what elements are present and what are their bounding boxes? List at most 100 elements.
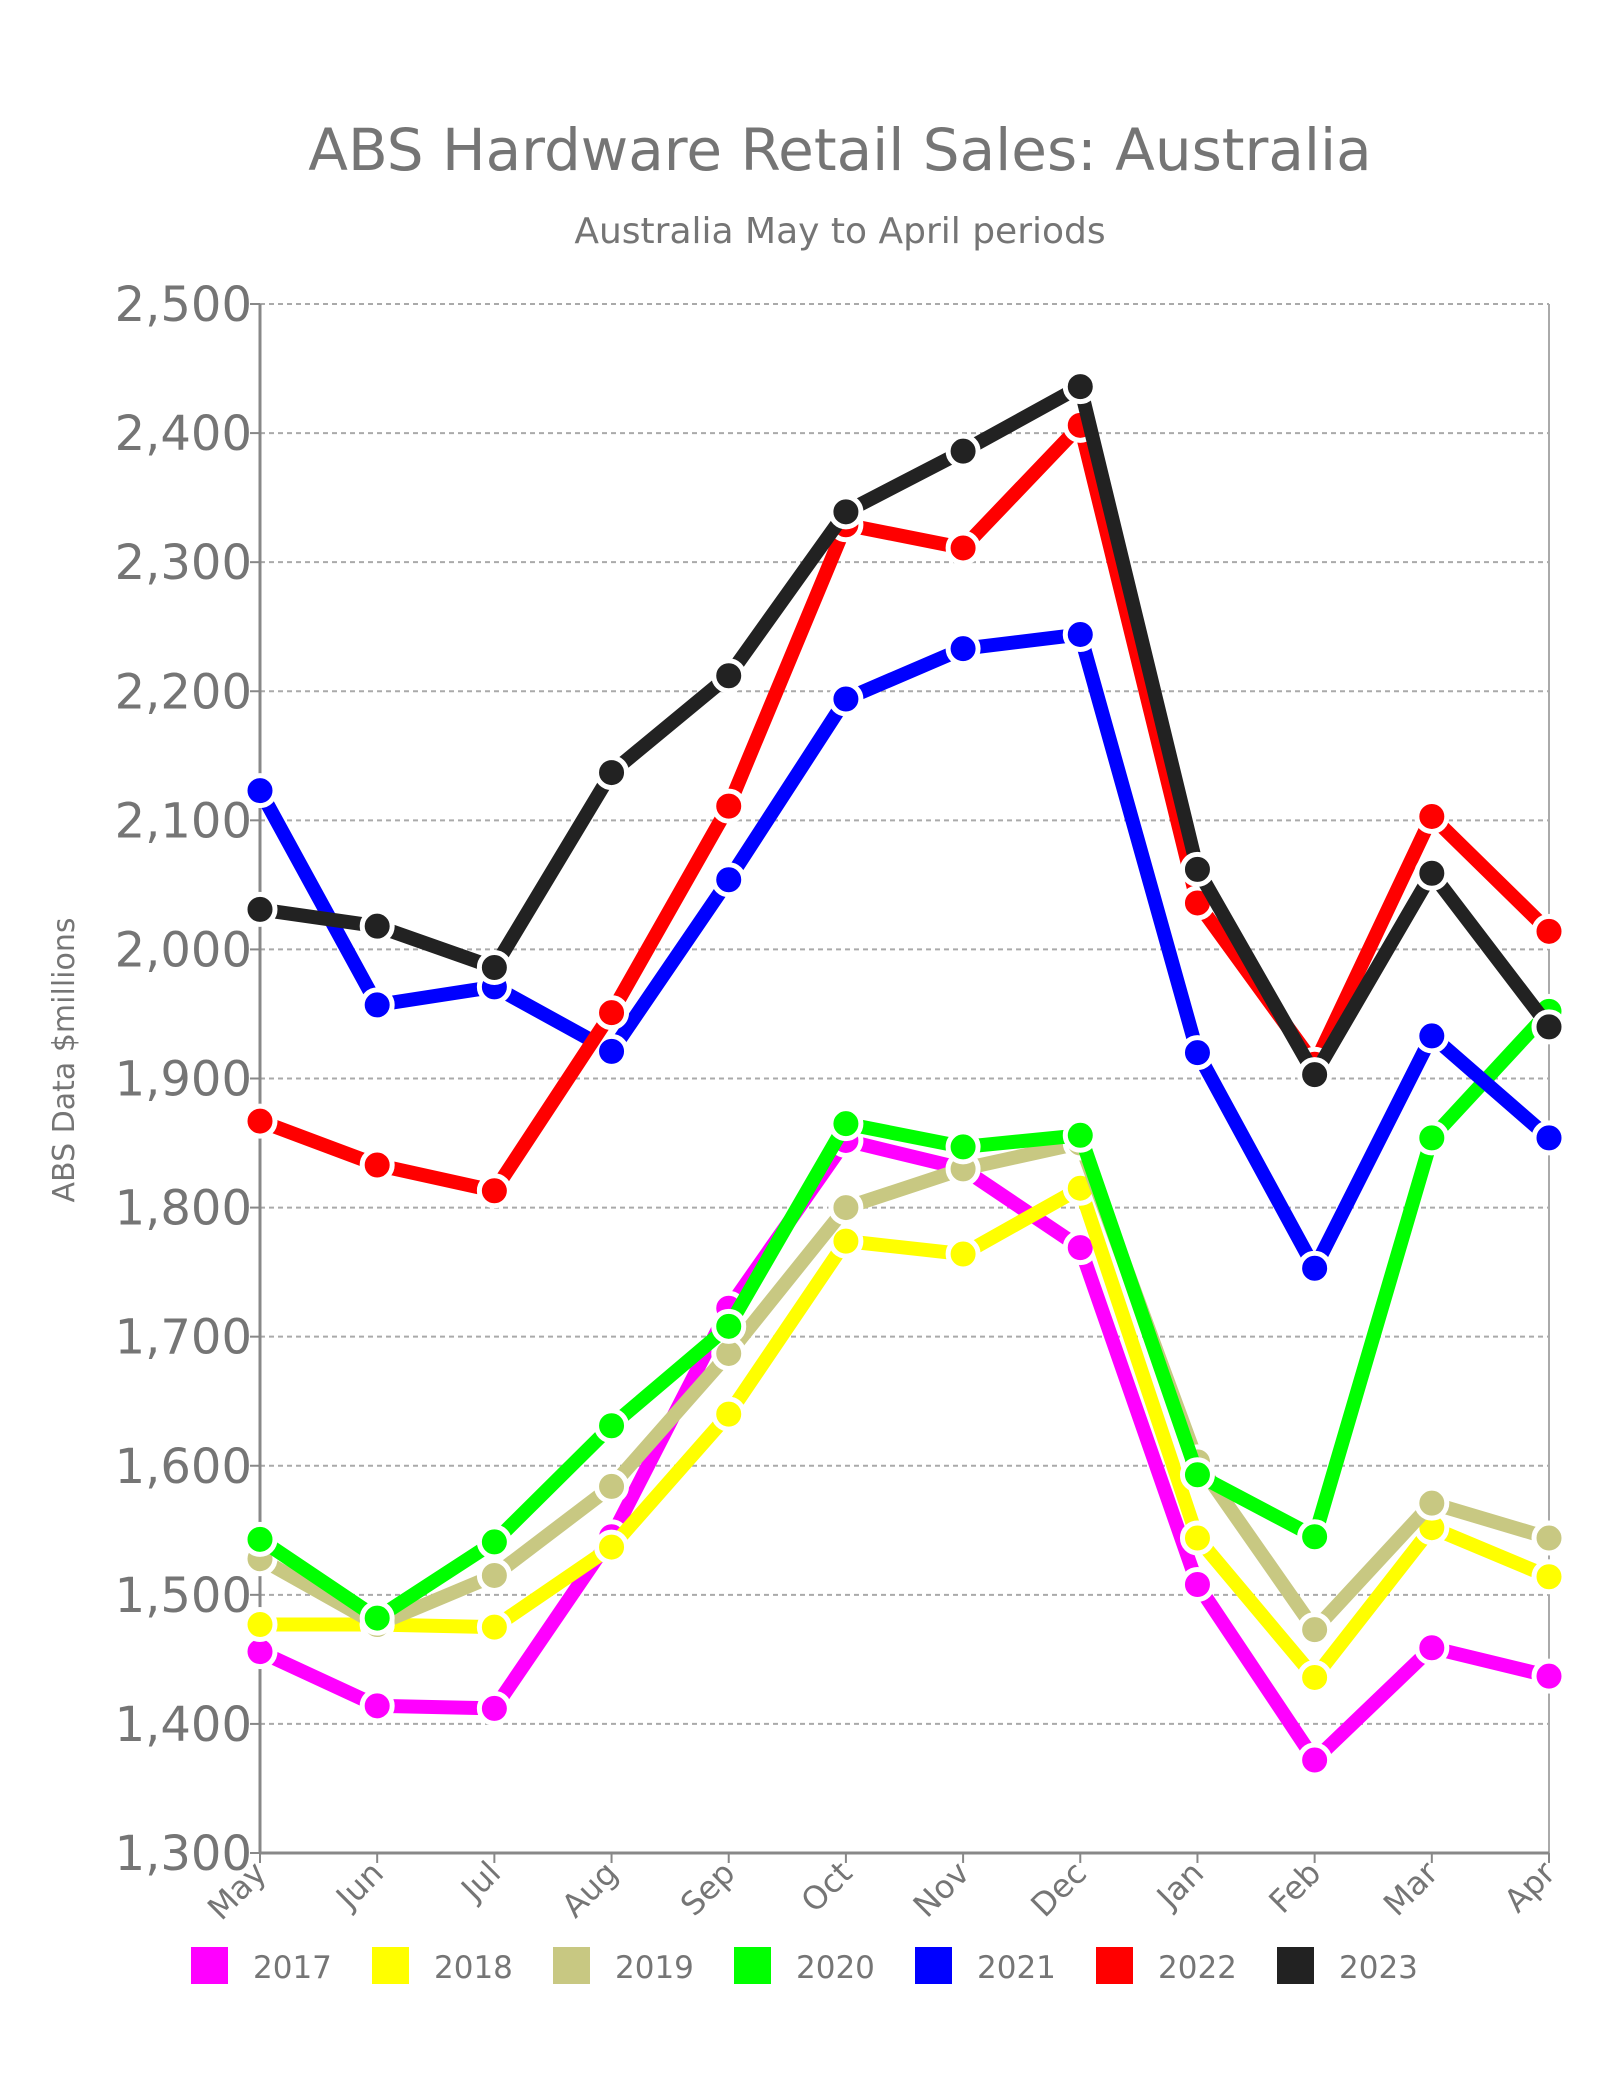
x-tick-label: Jul — [452, 1854, 508, 1910]
x-tick-label: Aug — [554, 1854, 625, 1925]
series-line-2023 — [259, 379, 1555, 1082]
legend-item-2022: 2022 — [1096, 1947, 1237, 1986]
data-point-2017 — [1179, 1567, 1215, 1603]
data-point-2019 — [1414, 1485, 1450, 1521]
data-point-2021 — [1297, 1250, 1333, 1286]
x-tick-label: Apr — [1497, 1853, 1564, 1920]
data-point-2021 — [1062, 616, 1098, 652]
legend-label: 2022 — [1158, 1950, 1237, 1986]
data-point-2023 — [1414, 855, 1450, 891]
legend-swatch — [553, 1947, 590, 1984]
legend-item-2021: 2021 — [915, 1947, 1056, 1986]
y-axis-label: ABS Data $millions — [47, 918, 82, 1203]
y-tick-label: 1,900 — [115, 1052, 252, 1108]
data-point-2018 — [945, 1236, 981, 1272]
legend-swatch — [372, 1947, 409, 1984]
data-point-2023 — [1531, 1009, 1567, 1045]
data-point-2018 — [711, 1396, 747, 1432]
legend-swatch — [1277, 1947, 1314, 1984]
series-2022 — [242, 407, 1567, 1209]
legend-item-2023: 2023 — [1277, 1947, 1418, 1986]
y-tick-label: 2,400 — [115, 406, 252, 462]
data-point-2017 — [476, 1690, 512, 1726]
data-point-2021 — [594, 1033, 630, 1069]
x-tick-label: Feb — [1261, 1854, 1328, 1921]
legend-label: 2020 — [796, 1950, 875, 1986]
x-tick-label: Dec — [1023, 1854, 1094, 1925]
y-tick-label: 2,500 — [115, 277, 252, 333]
data-point-2022 — [242, 1103, 278, 1139]
data-point-2023 — [828, 494, 864, 530]
y-tick-label: 2,200 — [115, 664, 252, 720]
series-line-2019 — [256, 1136, 1551, 1637]
data-point-2021 — [1414, 1018, 1450, 1054]
data-point-2021 — [359, 987, 395, 1023]
data-point-2023 — [711, 658, 747, 694]
series-line-2020 — [256, 1006, 1555, 1626]
data-point-2020 — [945, 1129, 981, 1165]
legend-swatch — [191, 1947, 228, 1984]
data-point-2020 — [711, 1308, 747, 1344]
data-point-2020 — [1414, 1120, 1450, 1156]
legend-item-2020: 2020 — [734, 1947, 875, 1986]
y-tick-label: 1,500 — [115, 1568, 252, 1624]
data-point-2022 — [945, 530, 981, 566]
data-point-2020 — [594, 1408, 630, 1444]
data-point-2017 — [1297, 1742, 1333, 1778]
legend-label: 2017 — [253, 1950, 332, 1986]
legend-label: 2019 — [615, 1950, 694, 1986]
legend-item-2018: 2018 — [372, 1947, 513, 1986]
y-tick-label: 1,800 — [115, 1181, 252, 1237]
legend-item-2019: 2019 — [553, 1947, 694, 1986]
data-point-2017 — [1414, 1630, 1450, 1666]
legend-label: 2018 — [434, 1950, 513, 1986]
series-2023 — [242, 369, 1567, 1093]
data-point-2023 — [1297, 1057, 1333, 1093]
series-2018 — [242, 1170, 1567, 1695]
data-point-2017 — [1531, 1658, 1567, 1694]
data-point-2021 — [1179, 1035, 1215, 1071]
data-point-2021 — [828, 681, 864, 717]
x-tick-label: Mar — [1376, 1853, 1446, 1923]
data-point-2020 — [359, 1600, 395, 1636]
data-point-2018 — [476, 1609, 512, 1645]
legend-item-2017: 2017 — [191, 1947, 332, 1986]
data-point-2023 — [476, 949, 512, 985]
series-2017 — [242, 1122, 1567, 1778]
x-tick-label: Oct — [794, 1854, 860, 1920]
x-tick-label: Sep — [673, 1854, 743, 1924]
data-point-2019 — [594, 1468, 630, 1504]
data-point-2018 — [242, 1607, 278, 1643]
legend-label: 2023 — [1339, 1950, 1418, 1986]
data-point-2017 — [359, 1688, 395, 1724]
data-point-2022 — [476, 1173, 512, 1209]
legend-swatch — [915, 1947, 952, 1984]
legend-swatch — [734, 1947, 771, 1984]
chart-subtitle: Australia May to April periods — [574, 211, 1105, 252]
data-point-2018 — [1297, 1659, 1333, 1695]
data-point-2020 — [1062, 1117, 1098, 1153]
data-point-2023 — [945, 433, 981, 469]
data-point-2023 — [1062, 369, 1098, 405]
data-point-2019 — [1297, 1612, 1333, 1648]
data-point-2020 — [1297, 1519, 1333, 1555]
series-line-2021 — [253, 627, 1554, 1276]
data-point-2020 — [1179, 1457, 1215, 1493]
data-point-2018 — [1179, 1520, 1215, 1556]
series-line-2018 — [260, 1181, 1552, 1685]
data-point-2019 — [476, 1557, 512, 1593]
data-point-2023 — [359, 908, 395, 944]
y-tick-label: 2,000 — [115, 922, 252, 978]
series-line-2022 — [257, 418, 1554, 1198]
data-point-2022 — [1414, 798, 1450, 834]
data-point-2021 — [945, 631, 981, 667]
data-point-2019 — [1531, 1520, 1567, 1556]
data-point-2021 — [711, 862, 747, 898]
data-point-2022 — [594, 995, 630, 1031]
data-point-2019 — [828, 1190, 864, 1226]
legend-label: 2021 — [977, 1950, 1056, 1986]
data-point-2022 — [359, 1147, 395, 1183]
series-line-2017 — [257, 1133, 1551, 1768]
y-tick-label: 1,600 — [115, 1439, 252, 1495]
